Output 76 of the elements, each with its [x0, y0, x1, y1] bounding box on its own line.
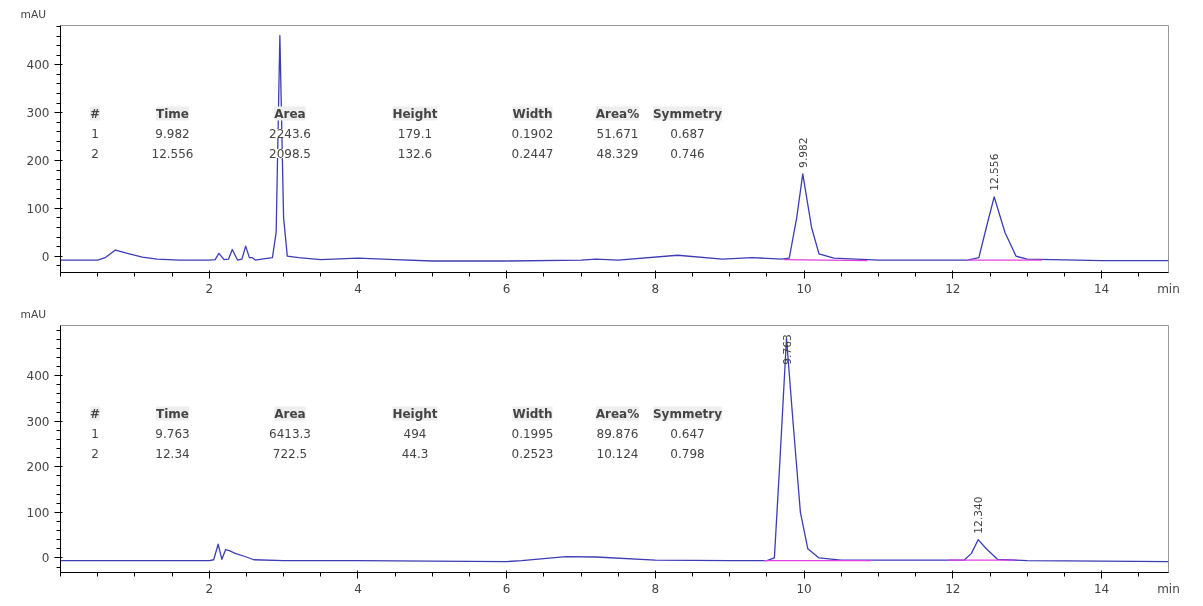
y-tick-label: 400	[26, 369, 50, 384]
annotation: Width	[512, 406, 553, 421]
x-tick-label: 2	[205, 281, 214, 296]
annotation: 722.5	[272, 447, 308, 461]
annotation: 2	[91, 147, 99, 161]
annotation: 0.1995	[511, 427, 554, 441]
annotation: 0.647	[670, 427, 705, 441]
y-tick-label: 400	[26, 58, 50, 73]
x-tick-label: 14	[1093, 581, 1110, 596]
y-tick-label: 300	[26, 414, 50, 429]
annotation: 0.2447	[511, 147, 554, 161]
annotation: 9.763	[155, 427, 190, 441]
y-tick-label: 300	[26, 106, 50, 121]
annotation: Time	[156, 406, 189, 421]
annotation: 0.1902	[511, 127, 554, 141]
y-tick-label: 200	[26, 153, 50, 168]
x-tick-label: 2	[205, 581, 214, 596]
line-series	[60, 337, 1169, 563]
annotation: 1	[91, 427, 99, 441]
y-tick-label: 100	[26, 505, 50, 520]
annotation: Height	[392, 106, 438, 121]
x-tick-label: 12	[945, 281, 961, 296]
annotation: 0.798	[670, 447, 705, 461]
x-tick-label: 4	[354, 581, 362, 596]
annotation: 12.340	[972, 496, 986, 534]
x-tick-label: 8	[651, 281, 660, 296]
x-tick-label: 10	[796, 281, 812, 296]
y-axis-title: mAU	[20, 7, 46, 21]
y-tick-label: 0	[41, 551, 50, 566]
x-tick-label: 4	[354, 281, 362, 296]
annotation: 2243.6	[269, 127, 312, 141]
annotation: Height	[392, 406, 438, 421]
x-tick-label: 6	[502, 581, 511, 596]
annotation: Symmetry	[652, 406, 723, 421]
annotation: Area%	[595, 106, 640, 121]
annotation: Symmetry	[652, 106, 723, 121]
annotation: 0.746	[670, 147, 705, 161]
annotation: 48.329	[596, 147, 639, 161]
annotation: Area%	[595, 406, 640, 421]
x-axis-title: min	[1157, 581, 1180, 596]
annotation: 9.982	[796, 137, 810, 168]
annotation: 0.2523	[511, 447, 554, 461]
y-tick-label: 0	[41, 249, 50, 264]
annotation: 6413.3	[269, 427, 312, 441]
line-series	[60, 34, 1169, 262]
annotation: Area	[274, 106, 306, 121]
annotation: 9.982	[155, 127, 190, 141]
y-tick-label: 200	[26, 460, 50, 475]
annotation: 132.6	[397, 147, 433, 161]
annotation: 179.1	[397, 127, 433, 141]
annotation: 10.124	[596, 447, 639, 461]
x-tick-label: 8	[651, 581, 660, 596]
annotation: #	[89, 406, 101, 421]
annotation: 9.763	[780, 334, 794, 365]
annotation: 12.556	[988, 153, 1002, 191]
annotation: Time	[156, 106, 189, 121]
annotation: Width	[512, 106, 553, 121]
annotation: Area	[274, 406, 306, 421]
y-axis-title: mAU	[20, 307, 46, 321]
annotation: 1	[91, 127, 99, 141]
x-axis-title: min	[1157, 281, 1180, 296]
annotation: 494	[403, 427, 427, 441]
annotation: #	[89, 106, 101, 121]
x-tick-label: 10	[796, 581, 812, 596]
annotation: 89.876	[596, 427, 639, 441]
annotation: 44.3	[401, 447, 429, 461]
annotation: 2098.5	[269, 147, 312, 161]
annotation: 51.671	[596, 127, 639, 141]
x-tick-label: 14	[1093, 281, 1110, 296]
y-tick-label: 100	[26, 201, 50, 216]
x-tick-label: 6	[502, 281, 511, 296]
annotation: 12.556	[151, 147, 194, 161]
annotation: 0.687	[670, 127, 705, 141]
annotation: 12.34	[155, 447, 190, 461]
x-tick-label: 12	[945, 581, 961, 596]
annotation: 2	[91, 447, 99, 461]
